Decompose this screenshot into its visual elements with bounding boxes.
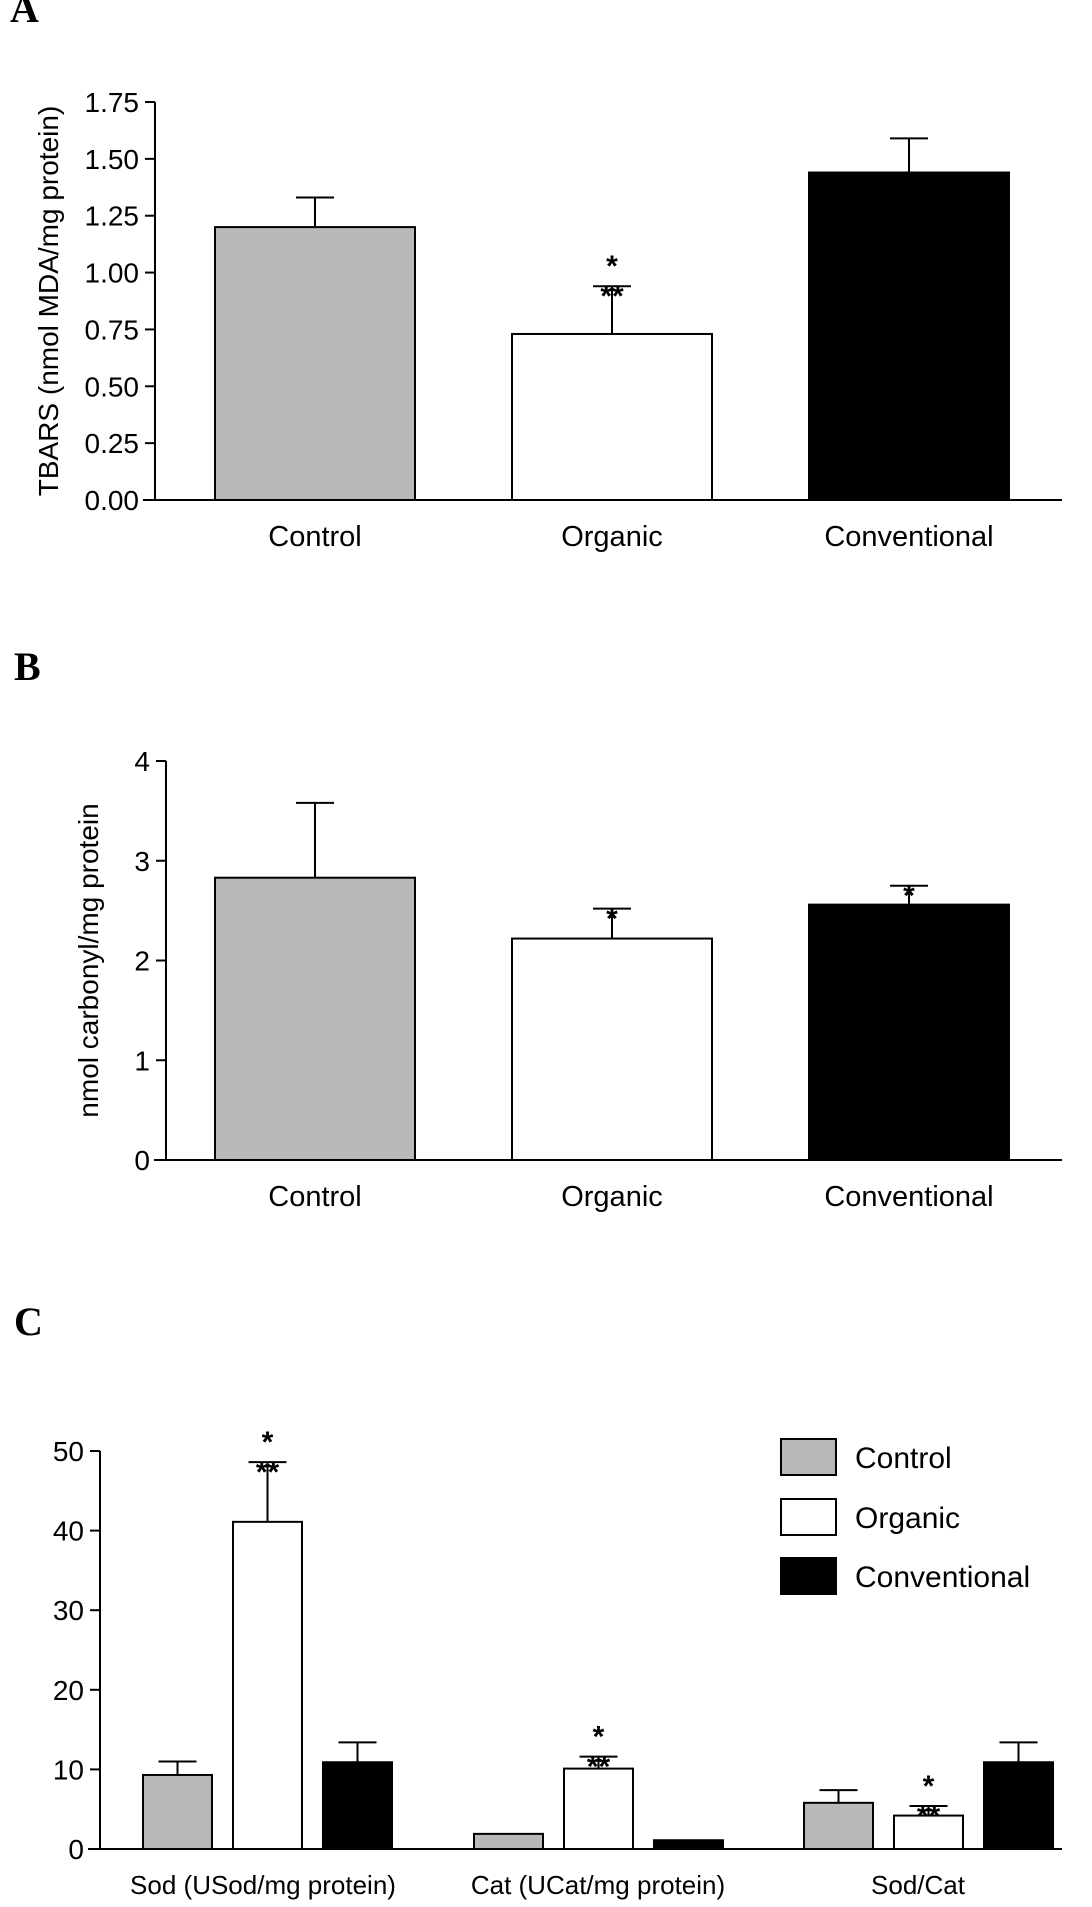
significance-marker: * — [606, 903, 618, 936]
bar — [511, 937, 713, 1161]
y-tick-label: 1.25 — [85, 201, 140, 232]
y-tick-label: 0.25 — [85, 428, 140, 459]
chart-a-tbars: 0.00 0.25 0.50 0.75 1.00 1.25 1.50 1.75 TBARS (n… — [33, 87, 1062, 553]
bar — [473, 1832, 544, 1850]
y-tick-label: 20 — [53, 1675, 84, 1706]
y-axis-label: TBARS (nmol MDA/mg protein) — [33, 106, 64, 497]
y-tick-label: 30 — [53, 1595, 84, 1626]
y-tick-label: 50 — [53, 1436, 84, 1467]
significance-marker: ** — [256, 1456, 280, 1489]
x-category-label: Organic — [561, 521, 663, 553]
legend-label: Organic — [855, 1502, 960, 1535]
x-category-label: Organic — [561, 1181, 663, 1213]
legend-swatch — [780, 1498, 837, 1536]
y-tick-label: 0 — [134, 1145, 150, 1176]
chart-b-carbonyl: 0 1 2 3 4 nmol carbonyl/mg protein Control * Org… — [73, 746, 1062, 1213]
y-tick-label: 0.00 — [85, 485, 140, 516]
significance-marker: ** — [587, 1751, 611, 1784]
panel-label-a: A — [10, 0, 39, 31]
panel-label-b: B — [14, 644, 41, 689]
bar — [653, 1839, 724, 1851]
significance-marker: * — [262, 1426, 274, 1459]
y-tick-label: 2 — [134, 946, 150, 977]
bar — [142, 1773, 213, 1851]
bar — [214, 226, 416, 501]
y-tick-label: 1.00 — [85, 258, 140, 289]
significance-marker: * — [923, 1770, 935, 1803]
bar — [893, 1814, 964, 1850]
significance-marker: ** — [917, 1800, 941, 1833]
x-category-label: Sod/Cat — [871, 1870, 966, 1900]
x-category-label: Conventional — [824, 1181, 993, 1213]
y-tick-label: 4 — [134, 746, 150, 777]
bar — [808, 171, 1010, 501]
legend-label: Conventional — [855, 1561, 1030, 1594]
x-category-label: Cat (UCat/mg protein) — [471, 1870, 725, 1900]
bar — [803, 1801, 874, 1851]
y-tick-label: 0 — [68, 1834, 84, 1865]
significance-marker: * — [903, 880, 915, 913]
y-tick-label: 1.50 — [85, 144, 140, 175]
y-axis-label: nmol carbonyl/mg protein — [73, 803, 104, 1117]
significance-marker: * — [593, 1721, 605, 1754]
x-category-label: Sod (USod/mg protein) — [130, 1870, 396, 1900]
y-tick-label: 1.75 — [85, 87, 140, 118]
significance-marker: * — [606, 250, 618, 283]
panel-label-c: C — [14, 1299, 43, 1344]
x-category-label: Control — [268, 521, 362, 553]
x-category-label: Control — [268, 1181, 362, 1213]
bar — [214, 876, 416, 1162]
y-tick-label: 40 — [53, 1516, 84, 1547]
y-tick-label: 3 — [134, 846, 150, 877]
legend-label: Control — [855, 1442, 952, 1475]
legend-swatch — [780, 1557, 837, 1595]
significance-marker: ** — [600, 280, 624, 313]
y-tick-label: 10 — [53, 1754, 84, 1785]
x-category-label: Conventional — [824, 521, 993, 553]
y-tick-label: 0.50 — [85, 371, 140, 402]
bar — [511, 332, 713, 501]
bar — [322, 1761, 393, 1850]
bar — [808, 903, 1010, 1162]
bar — [983, 1761, 1054, 1850]
bar — [232, 1520, 303, 1850]
y-tick-label: 0.75 — [85, 314, 140, 345]
legend: Control Organic Conventional — [780, 1438, 1030, 1595]
legend-swatch — [780, 1438, 837, 1476]
y-tick-label: 1 — [134, 1045, 150, 1076]
